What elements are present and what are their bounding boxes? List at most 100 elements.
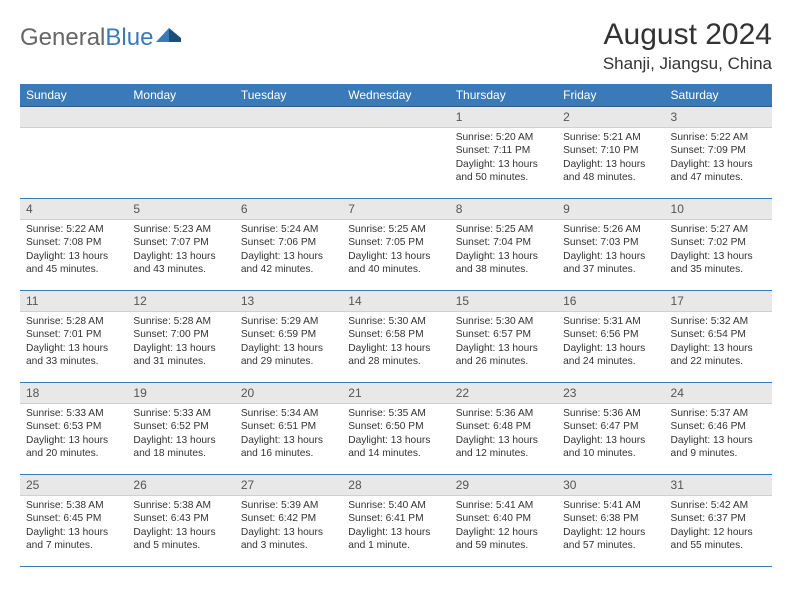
calendar-day-cell: 22Sunrise: 5:36 AMSunset: 6:48 PMDayligh… (450, 383, 557, 475)
sunrise-line: Sunrise: 5:30 AM (456, 316, 534, 327)
day-number: 4 (20, 199, 127, 220)
weekday-header: Saturday (665, 84, 772, 107)
day-number: 11 (20, 291, 127, 312)
sunset-line: Sunset: 6:58 PM (348, 329, 423, 340)
day-content: Sunrise: 5:35 AMSunset: 6:50 PMDaylight:… (342, 404, 449, 465)
sunrise-line: Sunrise: 5:29 AM (241, 316, 319, 327)
sunrise-line: Sunrise: 5:32 AM (671, 316, 749, 327)
day-content: Sunrise: 5:26 AMSunset: 7:03 PMDaylight:… (557, 220, 664, 281)
day-number: 28 (342, 475, 449, 496)
calendar-week-row: 11Sunrise: 5:28 AMSunset: 7:01 PMDayligh… (20, 291, 772, 383)
sunset-line: Sunset: 6:51 PM (241, 421, 316, 432)
day-content: Sunrise: 5:33 AMSunset: 6:52 PMDaylight:… (127, 404, 234, 465)
day-content: Sunrise: 5:36 AMSunset: 6:47 PMDaylight:… (557, 404, 664, 465)
day-content: Sunrise: 5:22 AMSunset: 7:08 PMDaylight:… (20, 220, 127, 281)
sunrise-line: Sunrise: 5:24 AM (241, 224, 319, 235)
day-content: Sunrise: 5:21 AMSunset: 7:10 PMDaylight:… (557, 128, 664, 189)
sunrise-line: Sunrise: 5:28 AM (133, 316, 211, 327)
sunrise-line: Sunrise: 5:37 AM (671, 408, 749, 419)
calendar-day-cell: 11Sunrise: 5:28 AMSunset: 7:01 PMDayligh… (20, 291, 127, 383)
calendar-day-cell (127, 107, 234, 199)
brand-logo: GeneralBlue (20, 18, 182, 52)
day-content: Sunrise: 5:40 AMSunset: 6:41 PMDaylight:… (342, 496, 449, 557)
calendar-day-cell (235, 107, 342, 199)
day-number: 7 (342, 199, 449, 220)
sunrise-line: Sunrise: 5:25 AM (456, 224, 534, 235)
day-number: 12 (127, 291, 234, 312)
daylight-line: Daylight: 13 hours and 16 minutes. (241, 435, 323, 459)
day-content: Sunrise: 5:34 AM Sunset: 6:51 PM Daylight:… (235, 404, 342, 465)
calendar-day-cell: 10Sunrise: 5:27 AMSunset: 7:02 PMDayligh… (665, 199, 772, 291)
calendar-day-cell: 8Sunrise: 5:25 AMSunset: 7:04 PMDaylight… (450, 199, 557, 291)
sunrise-line: Sunrise: 5:42 AM (671, 500, 749, 511)
day-number: 2 (557, 107, 664, 128)
day-content: Sunrise: 5:41 AMSunset: 6:38 PMDaylight:… (557, 496, 664, 557)
daylight-line: Daylight: 13 hours and 5 minutes. (133, 527, 215, 551)
sunset-line: Sunset: 6:46 PM (671, 421, 746, 432)
day-content: Sunrise: 5:31 AMSunset: 6:56 PMDaylight:… (557, 312, 664, 373)
calendar-day-cell: 1Sunrise: 5:20 AMSunset: 7:11 PMDaylight… (450, 107, 557, 199)
calendar-day-cell: 15Sunrise: 5:30 AMSunset: 6:57 PMDayligh… (450, 291, 557, 383)
sunset-line: Sunset: 7:00 PM (133, 329, 208, 340)
day-number: 24 (665, 383, 772, 404)
day-content: Sunrise: 5:24 AMSunset: 7:06 PMDaylight:… (235, 220, 342, 281)
sunset-line: Sunset: 6:48 PM (456, 421, 531, 432)
daylight-line: Daylight: 13 hours and 35 minutes. (671, 251, 753, 275)
sunrise-line: Sunrise: 5:31 AM (563, 316, 641, 327)
day-content: Sunrise: 5:23 AMSunset: 7:07 PMDaylight:… (127, 220, 234, 281)
sunrise-line: Sunrise: 5:36 AM (563, 408, 641, 419)
header: GeneralBlue August 2024 Shanji, Jiangsu,… (20, 18, 772, 74)
calendar-day-cell: 29Sunrise: 5:41 AMSunset: 6:40 PMDayligh… (450, 475, 557, 567)
daylight-line: Daylight: 13 hours and 1 minute. (348, 527, 430, 551)
day-number: 3 (665, 107, 772, 128)
weekday-header: Monday (127, 84, 234, 107)
day-content: Sunrise: 5:30 AMSunset: 6:57 PMDaylight:… (450, 312, 557, 373)
daylight-line: Daylight: 13 hours and 33 minutes. (26, 343, 108, 367)
calendar-week-row: 1Sunrise: 5:20 AMSunset: 7:11 PMDaylight… (20, 107, 772, 199)
day-number: 18 (20, 383, 127, 404)
sunset-line: Sunset: 7:06 PM (241, 237, 316, 248)
sunrise-line: Sunrise: 5:41 AM (563, 500, 641, 511)
calendar-day-cell: 21Sunrise: 5:35 AMSunset: 6:50 PMDayligh… (342, 383, 449, 475)
sunrise-line: Sunrise: 5:38 AM (26, 500, 104, 511)
sunset-line: Sunset: 7:04 PM (456, 237, 531, 248)
calendar-day-cell: 7Sunrise: 5:25 AMSunset: 7:05 PMDaylight… (342, 199, 449, 291)
sunrise-line: Sunrise: 5:41 AM (456, 500, 534, 511)
sunset-line: Sunset: 7:11 PM (456, 145, 531, 156)
weekday-header: Thursday (450, 84, 557, 107)
daylight-line: Daylight: 13 hours and 10 minutes. (563, 435, 645, 459)
day-number: 23 (557, 383, 664, 404)
sunrise-line: Sunrise: 5:34 AM (241, 408, 319, 419)
daylight-line: Daylight: 13 hours and 20 minutes. (26, 435, 108, 459)
calendar-week-row: 25Sunrise: 5:38 AMSunset: 6:45 PMDayligh… (20, 475, 772, 567)
sunrise-line: Sunrise: 5:23 AM (133, 224, 211, 235)
calendar-day-cell (342, 107, 449, 199)
sunset-line: Sunset: 6:52 PM (133, 421, 208, 432)
daylight-line: Daylight: 13 hours and 24 minutes. (563, 343, 645, 367)
day-content: Sunrise: 5:25 AMSunset: 7:04 PMDaylight:… (450, 220, 557, 281)
day-content: Sunrise: 5:30 AMSunset: 6:58 PMDaylight:… (342, 312, 449, 373)
daylight-line: Daylight: 13 hours and 45 minutes. (26, 251, 108, 275)
daylight-line: Daylight: 13 hours and 48 minutes. (563, 159, 645, 183)
sunset-line: Sunset: 7:07 PM (133, 237, 208, 248)
sunrise-line: Sunrise: 5:33 AM (133, 408, 211, 419)
day-number-empty (235, 107, 342, 128)
sunset-line: Sunset: 6:41 PM (348, 513, 423, 524)
day-number: 1 (450, 107, 557, 128)
day-number: 22 (450, 383, 557, 404)
day-number: 27 (235, 475, 342, 496)
day-number: 9 (557, 199, 664, 220)
day-number: 25 (20, 475, 127, 496)
sunset-line: Sunset: 6:37 PM (671, 513, 746, 524)
day-number: 30 (557, 475, 664, 496)
calendar-header-row: SundayMondayTuesdayWednesdayThursdayFrid… (20, 84, 772, 107)
brand-part2: Blue (105, 24, 153, 52)
day-number-empty (20, 107, 127, 128)
logo-icon (156, 23, 182, 51)
day-content: Sunrise: 5:41 AMSunset: 6:40 PMDaylight:… (450, 496, 557, 557)
daylight-line: Daylight: 13 hours and 40 minutes. (348, 251, 430, 275)
calendar-day-cell: 19Sunrise: 5:33 AMSunset: 6:52 PMDayligh… (127, 383, 234, 475)
day-number: 31 (665, 475, 772, 496)
daylight-line: Daylight: 12 hours and 55 minutes. (671, 527, 753, 551)
calendar-day-cell: 28Sunrise: 5:40 AMSunset: 6:41 PMDayligh… (342, 475, 449, 567)
